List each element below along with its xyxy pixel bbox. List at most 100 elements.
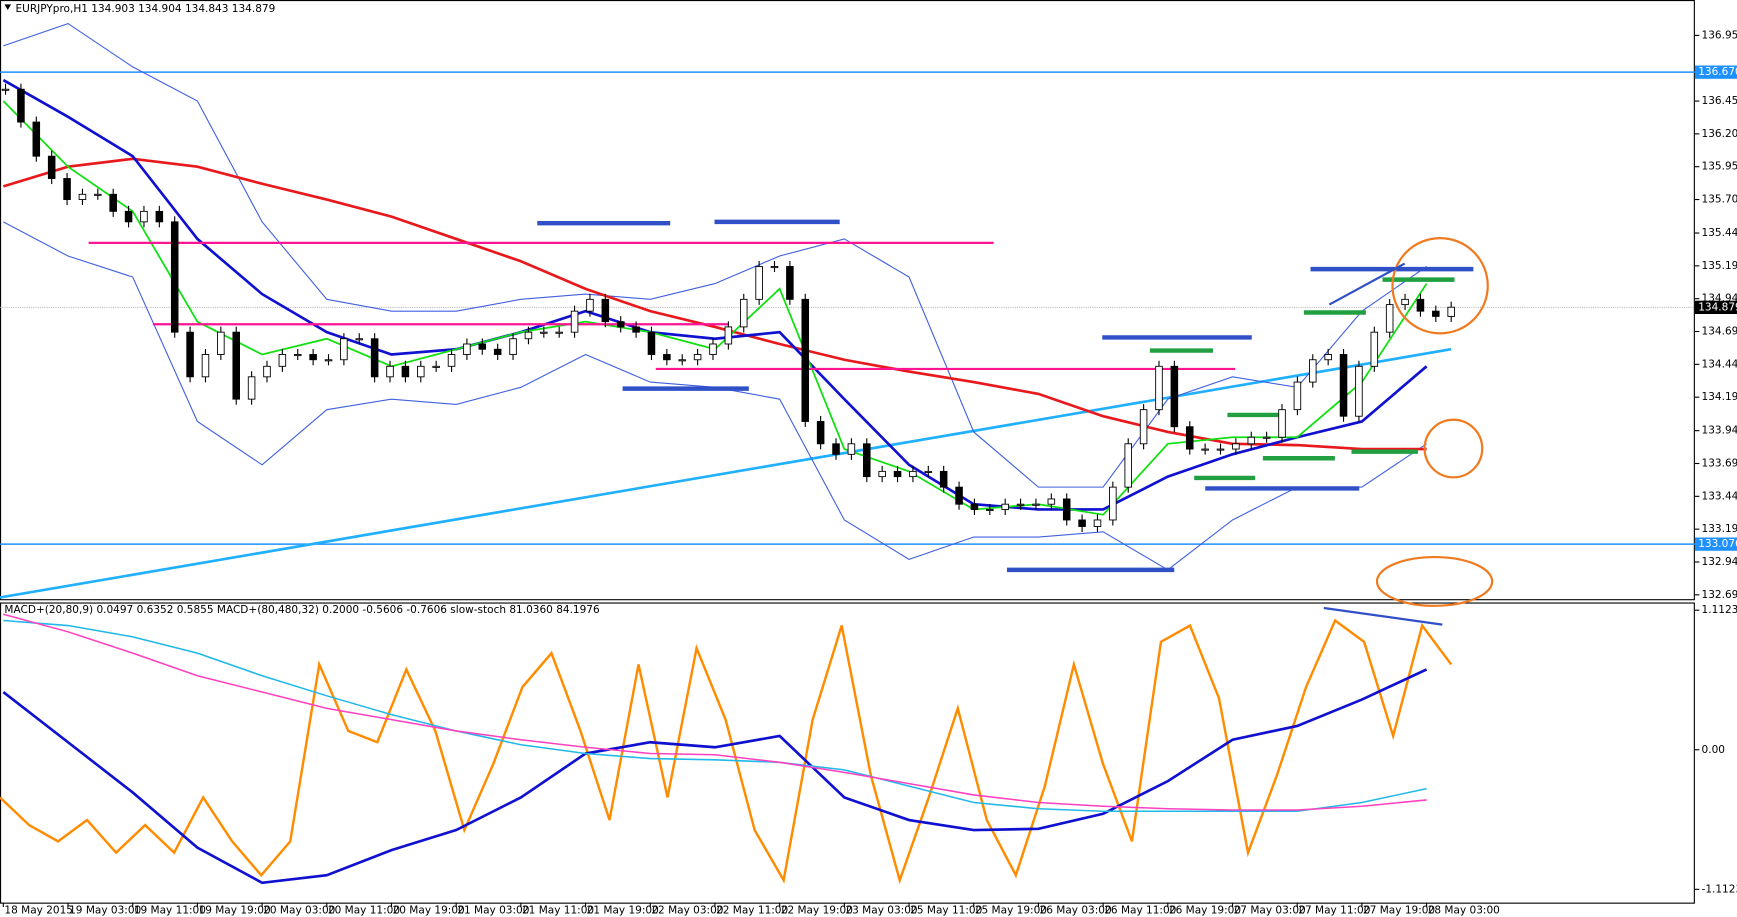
candle [217,331,225,355]
candle [1185,426,1194,450]
candle [724,326,733,345]
y-tick-label: 136.200 [1702,128,1737,140]
candle [401,365,410,378]
macd-line [3,619,1427,813]
candle [924,470,933,473]
candle [63,178,71,200]
candle [1278,409,1286,438]
x-tick-label: 21 May 19:00 [587,904,659,916]
candle [1078,519,1086,527]
y-tick-label: 135.950 [1702,161,1737,173]
y-tick-label: 133.190 [1702,523,1737,535]
x-tick-label: 28 May 03:00 [1428,904,1500,916]
highlight-circle [1391,237,1489,335]
candle [47,155,56,179]
candle [1309,359,1317,383]
menu-arrow[interactable] [4,4,12,10]
macd-line [2,668,1428,885]
candle [1339,354,1348,417]
candle [893,470,902,478]
candle [570,310,579,333]
x-tick-label: 21 May 03:00 [457,904,529,916]
candle [1170,365,1179,428]
candle [986,509,994,512]
candle [1216,448,1225,451]
price-label-box [1694,537,1737,551]
candle [1370,331,1379,367]
candle [201,354,210,378]
y-tick-label: -1.1123 [1702,883,1737,895]
candle [493,348,502,355]
candle [1416,298,1425,312]
candle [1385,304,1394,333]
candle [1016,503,1025,506]
candle [155,210,164,223]
candle [863,443,871,478]
y-tick-label: 134.195 [1702,391,1737,403]
candle [124,210,133,223]
highlight-circle [1375,555,1494,607]
x-tick-label: 20 May 19:00 [393,904,465,916]
indicator-title: MACD+(20,80,9) 0.0497 0.6352 0.5855 MACD… [4,604,600,616]
x-tick-label: 19 May 19:00 [199,904,271,916]
candle [770,266,779,269]
chart-title: EURJPYpro,H1 134.903 134.904 134.843 134… [16,3,276,15]
candle [263,365,271,378]
x-tick-label: 19 May 11:00 [134,904,206,916]
candle [186,331,194,378]
candle [1201,448,1209,451]
y-tick-label: 132.690 [1702,589,1737,601]
x-tick-label: 26 May 11:00 [1104,904,1176,916]
candle [1093,519,1102,527]
candle [755,266,763,300]
moving-average [2,78,1428,511]
candle [17,88,25,123]
candle [663,354,671,361]
candle [1062,498,1071,521]
divergence-line [1323,606,1443,626]
trendline [0,347,1452,599]
y-tick-label: 136.950 [1702,29,1737,41]
candle [340,338,348,361]
candle [324,359,333,362]
candle [509,338,517,355]
candle [739,298,748,328]
candle [678,359,686,362]
candle [386,365,394,378]
candle [293,354,302,357]
y-tick-label: 135.445 [1702,227,1737,239]
macd-line [3,613,1427,811]
divergence-line [1328,262,1406,306]
candle [1432,310,1440,317]
stochastic [0,618,1453,885]
candle [278,354,287,367]
price-label: 133.076 [1698,538,1737,550]
highlight-circle [1423,418,1484,479]
y-tick-label: 133.940 [1702,425,1737,437]
candle [847,443,856,455]
x-tick-label: 20 May 03:00 [263,904,335,916]
candle [370,338,379,378]
candle [94,193,102,196]
x-tick-label: 20 May 11:00 [328,904,400,916]
x-tick-label: 25 May 11:00 [910,904,982,916]
x-tick-label: 22 May 19:00 [781,904,853,916]
price-label-box [1694,65,1737,79]
candle [432,365,440,368]
candle [1324,354,1332,361]
candle [1293,381,1302,411]
indicator-frame [0,602,1695,904]
candle [1124,443,1132,488]
candle [1262,436,1271,439]
candle [1032,503,1040,506]
y-tick-label: 132.940 [1702,556,1737,568]
x-tick-label: 26 May 19:00 [1169,904,1241,916]
candle [693,354,702,361]
candle [1139,409,1148,445]
price-label: 136.670 [1698,66,1737,78]
candle [555,331,563,334]
x-tick-label: 25 May 19:00 [975,904,1047,916]
candle [463,343,471,355]
candle [1447,306,1455,317]
